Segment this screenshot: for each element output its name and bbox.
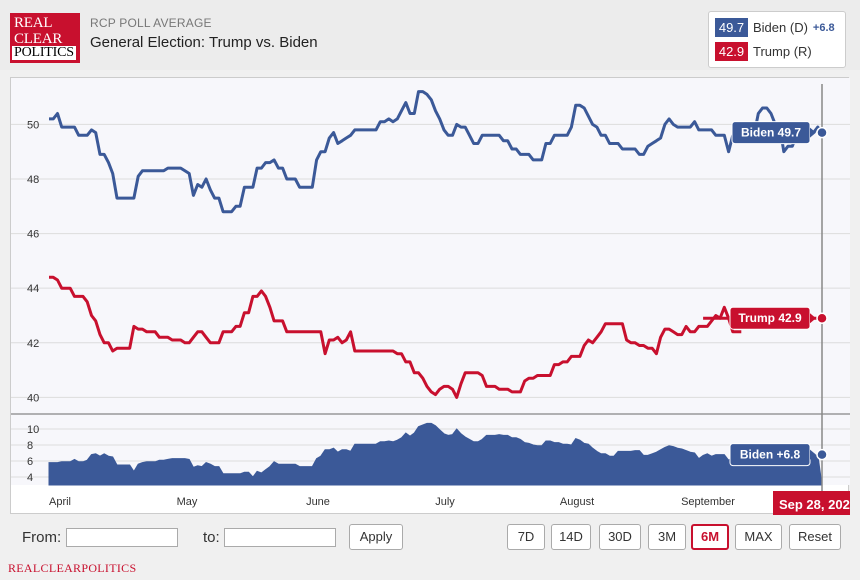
chart-area[interactable]: 40 42 44 46 48 50 4 6 8 10 Biden 49.7 Trump 42.9 Bid… bbox=[10, 77, 850, 515]
from-date-input[interactable] bbox=[66, 528, 178, 547]
x-tick-label: May bbox=[177, 496, 198, 508]
trump-callout-text: Trump 42.9 bbox=[738, 311, 802, 325]
y-tick-label-top: 48 bbox=[27, 174, 39, 186]
reset-button[interactable]: Reset bbox=[789, 524, 841, 550]
legend-value-biden: 49.7 bbox=[715, 18, 748, 37]
to-date-input[interactable] bbox=[224, 528, 336, 547]
logo-line-1: REAL bbox=[14, 15, 53, 31]
x-tick-label: June bbox=[306, 496, 330, 508]
x-tick-label: September bbox=[681, 496, 735, 508]
footer-brand: REALCLEARPOLITICS bbox=[8, 561, 137, 575]
biden-line bbox=[49, 90, 824, 214]
date-controls: From: to: Apply 7D 14D 30D 3M 6M MAX Res… bbox=[10, 518, 849, 558]
y-tick-label-bottom: 6 bbox=[27, 456, 33, 468]
biden-callout-text: Biden 49.7 bbox=[741, 126, 801, 140]
rcp-logo[interactable]: REAL CLEAR POLITICS bbox=[10, 13, 80, 63]
from-label: From: bbox=[22, 529, 62, 546]
legend-value-trump: 42.9 bbox=[715, 42, 748, 61]
logo-line-2: CLEAR bbox=[14, 31, 63, 47]
x-tick-label: August bbox=[560, 496, 594, 508]
spread-callout: Biden +6.8 bbox=[729, 443, 816, 467]
legend-spread: +6.8 bbox=[812, 21, 835, 34]
plot-background bbox=[11, 78, 850, 485]
legend-label-trump: Trump (R) bbox=[753, 44, 812, 59]
trump-callout: Trump 42.9 bbox=[729, 306, 816, 330]
range-14d-button[interactable]: 14D bbox=[551, 524, 591, 550]
spread-callout-pointer bbox=[810, 449, 816, 460]
chart-title: General Election: Trump vs. Biden bbox=[90, 34, 318, 51]
x-tick-label: April bbox=[49, 496, 71, 508]
to-label: to: bbox=[203, 529, 220, 546]
biden-callout: Biden 49.7 bbox=[731, 121, 816, 145]
range-30d-button[interactable]: 30D bbox=[599, 524, 641, 550]
biden-end-marker bbox=[816, 126, 828, 139]
selected-date-text: Sep 28, 2020 bbox=[779, 497, 850, 512]
y-tick-label-top: 46 bbox=[27, 229, 39, 241]
range-max-button[interactable]: MAX bbox=[735, 524, 782, 550]
spread-end-marker bbox=[816, 448, 828, 461]
x-tick-label: July bbox=[435, 496, 455, 508]
header: REAL CLEAR POLITICS RCP POLL AVERAGE Gen… bbox=[0, 0, 860, 70]
legend-item-biden[interactable]: 49.7 Biden (D) +6.8 bbox=[715, 17, 835, 38]
apply-button[interactable]: Apply bbox=[349, 524, 403, 550]
y-tick-label-bottom: 8 bbox=[27, 440, 33, 452]
legend-label-biden: Biden (D) bbox=[753, 20, 808, 35]
trump-end-marker bbox=[816, 312, 828, 324]
legend: 49.7 Biden (D) +6.8 42.9 Trump (R) bbox=[708, 11, 846, 68]
y-tick-label-top: 40 bbox=[27, 392, 39, 404]
y-tick-label-top: 50 bbox=[27, 119, 39, 131]
spread-callout-text: Biden +6.8 bbox=[740, 448, 801, 462]
selected-date-badge bbox=[773, 491, 850, 515]
y-tick-label-top: 42 bbox=[27, 338, 39, 350]
y-tick-label-bottom: 4 bbox=[27, 472, 33, 484]
y-tick-label-bottom: 10 bbox=[27, 424, 39, 436]
biden-callout-pointer bbox=[810, 127, 816, 138]
chart-kicker: RCP POLL AVERAGE bbox=[90, 16, 212, 30]
legend-item-trump[interactable]: 42.9 Trump (R) bbox=[715, 41, 812, 62]
range-3m-button[interactable]: 3M bbox=[648, 524, 686, 550]
spread-area bbox=[48, 422, 823, 486]
trump-callout-pointer bbox=[810, 313, 816, 324]
logo-line-3: POLITICS bbox=[12, 45, 76, 60]
y-tick-label-top: 44 bbox=[27, 283, 39, 295]
range-7d-button[interactable]: 7D bbox=[507, 524, 545, 550]
range-6m-button[interactable]: 6M bbox=[691, 524, 729, 550]
trump-line bbox=[49, 275, 742, 399]
